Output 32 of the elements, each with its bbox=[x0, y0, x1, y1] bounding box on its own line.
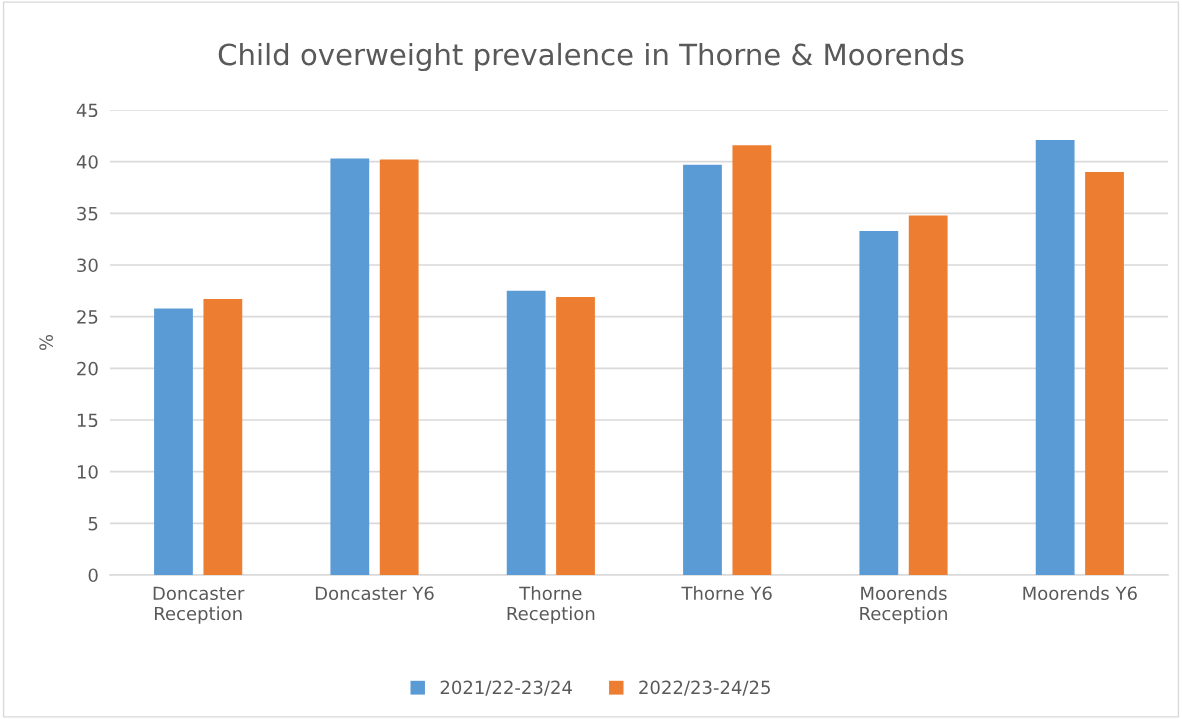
y-tick-label: 10 bbox=[77, 465, 98, 479]
y-axis-title: % bbox=[39, 334, 53, 351]
bar bbox=[506, 290, 546, 575]
chart-title: Child overweight prevalence in Thorne & Moorends bbox=[218, 42, 964, 72]
x-tick-label: Thorne Reception bbox=[507, 586, 595, 624]
x-tick-label: Doncaster Y6 bbox=[315, 586, 434, 601]
bar bbox=[908, 215, 948, 575]
y-tick-label: 30 bbox=[77, 258, 98, 273]
y-tick-label: 0 bbox=[88, 568, 98, 583]
bar bbox=[379, 159, 419, 575]
bar bbox=[859, 230, 899, 575]
x-tick-label: Moorends Y6 bbox=[1023, 586, 1137, 601]
x-tick-label: Doncaster Reception bbox=[153, 586, 245, 624]
y-tick-label: 45 bbox=[76, 103, 98, 118]
y-tick-label: 35 bbox=[77, 206, 98, 221]
bar bbox=[683, 164, 722, 575]
y-tick-label: 5 bbox=[88, 517, 98, 531]
bar bbox=[732, 145, 772, 575]
bar bbox=[154, 308, 193, 575]
bar bbox=[556, 297, 595, 575]
y-tick-label: 15 bbox=[77, 413, 98, 428]
bar bbox=[1035, 139, 1075, 575]
y-tick-label: 25 bbox=[77, 310, 98, 324]
x-tick-label: Thorne Y6 bbox=[681, 586, 772, 601]
legend-label: 2021/22-23/24 bbox=[440, 680, 572, 696]
y-tick-label: 20 bbox=[77, 361, 98, 376]
bar bbox=[203, 299, 243, 575]
bar bbox=[1085, 172, 1124, 575]
legend-label: 2022/23-24/25 bbox=[639, 680, 770, 696]
y-tick-label: 40 bbox=[76, 155, 98, 169]
bar bbox=[330, 158, 370, 575]
x-tick-label: Moorends Reception bbox=[860, 586, 947, 624]
